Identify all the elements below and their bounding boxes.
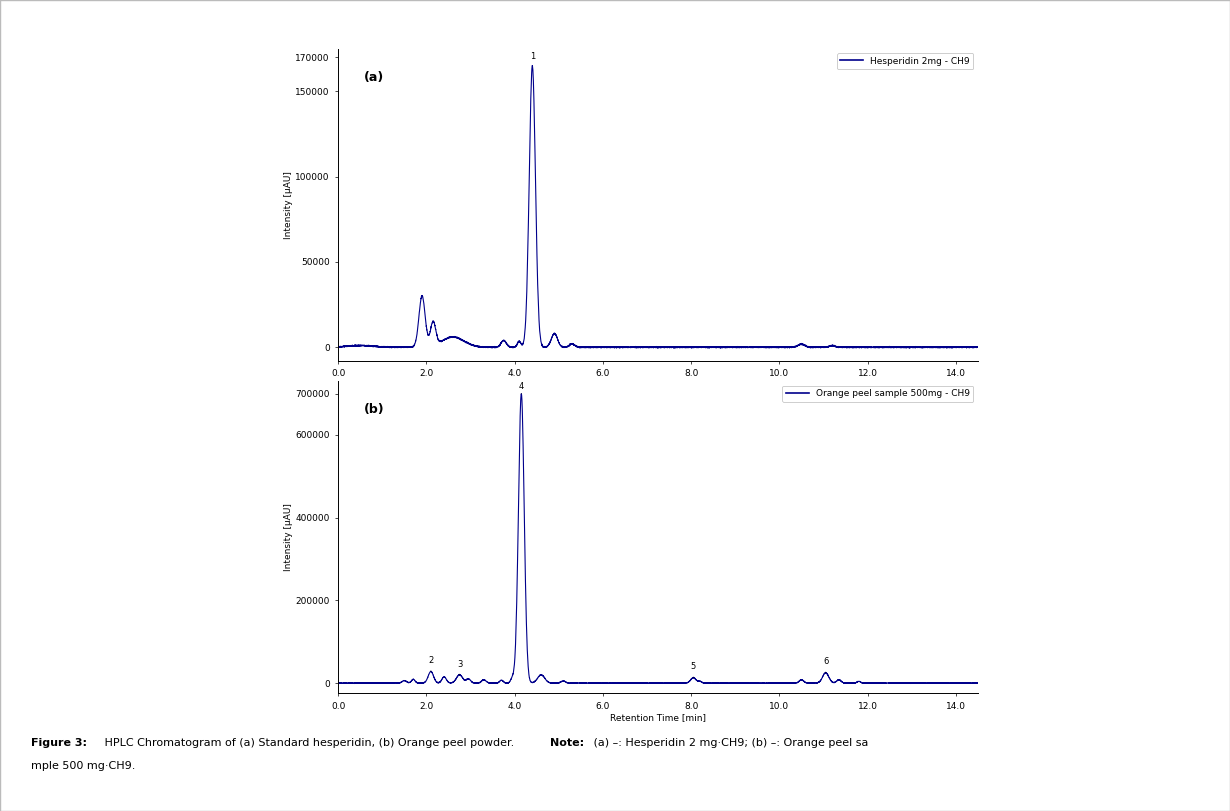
Text: Note:: Note: [550,738,584,748]
Text: 1: 1 [530,52,535,61]
Text: 2: 2 [428,656,433,672]
Text: 5: 5 [691,663,696,678]
X-axis label: Retention Time [min]: Retention Time [min] [610,381,706,390]
Text: Figure 3:: Figure 3: [31,738,87,748]
Text: 4: 4 [519,382,524,393]
Text: 3: 3 [456,659,462,675]
Text: (a) –: Hesperidin 2 mg·CH9; (b) –: Orange peel sa: (a) –: Hesperidin 2 mg·CH9; (b) –: Orang… [590,738,868,748]
Y-axis label: Intensity [μAU]: Intensity [μAU] [284,171,293,238]
Text: 6: 6 [823,658,828,673]
Text: (a): (a) [364,71,384,84]
X-axis label: Retention Time [min]: Retention Time [min] [610,714,706,723]
Legend: Orange peel sample 500mg - CH9: Orange peel sample 500mg - CH9 [782,386,973,402]
Text: mple 500 mg·CH9.: mple 500 mg·CH9. [31,761,135,770]
Text: HPLC Chromatogram of (a) Standard hesperidin, (b) Orange peel powder.: HPLC Chromatogram of (a) Standard hesper… [101,738,518,748]
Text: (b): (b) [364,403,385,416]
Legend: Hesperidin 2mg - CH9: Hesperidin 2mg - CH9 [836,54,973,70]
Y-axis label: Intensity [μAU]: Intensity [μAU] [284,504,293,571]
